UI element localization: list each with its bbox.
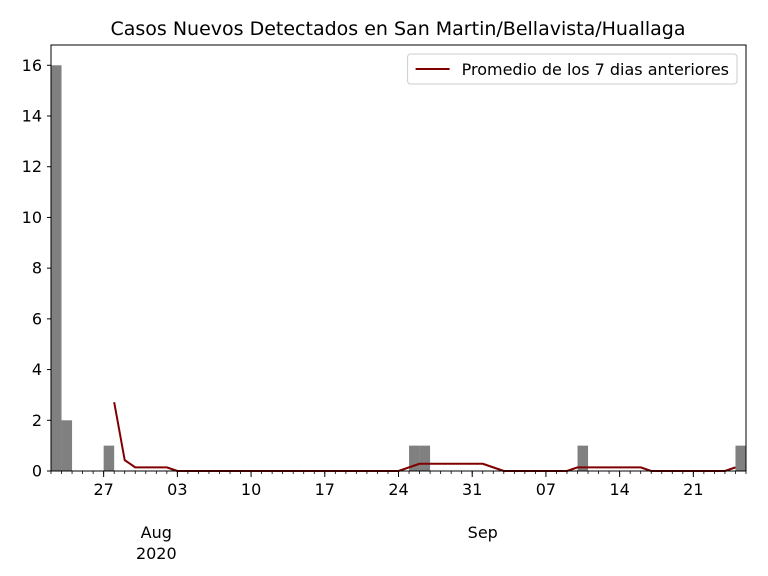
y-tick-label: 2 xyxy=(32,411,42,430)
bar xyxy=(419,445,431,471)
x-tick-label: 31 xyxy=(462,480,482,499)
x-tick-label: 24 xyxy=(388,480,408,499)
y-tick-label: 14 xyxy=(22,107,42,126)
line-layer xyxy=(113,402,736,472)
bars-layer xyxy=(51,65,746,471)
x-tick-label: 03 xyxy=(167,480,187,499)
x-tick-label: 27 xyxy=(93,480,113,499)
y-tick-label: 0 xyxy=(32,462,42,481)
bar xyxy=(577,445,589,471)
chart-title: Casos Nuevos Detectados en San Martin/Be… xyxy=(110,18,685,40)
x-year-label: 2020 xyxy=(136,544,177,563)
legend-label: Promedio de los 7 dias anteriores xyxy=(462,60,729,79)
legend: Promedio de los 7 dias anteriores xyxy=(407,53,738,85)
y-tick-label: 12 xyxy=(22,157,42,176)
x-tick-label: 17 xyxy=(315,480,335,499)
legend-box xyxy=(407,53,738,85)
bar xyxy=(409,445,420,471)
y-tick-label: 8 xyxy=(32,259,42,278)
x-tick-label: 07 xyxy=(536,480,556,499)
bar xyxy=(51,65,62,471)
y-tick-label: 4 xyxy=(32,360,42,379)
y-tick-label: 6 xyxy=(32,309,42,328)
bar xyxy=(103,445,115,471)
x-month-label: Sep xyxy=(468,523,498,542)
bar xyxy=(61,420,73,471)
series-line xyxy=(113,402,736,472)
x-tick-label: 10 xyxy=(241,480,261,499)
bar xyxy=(735,445,746,471)
x-tick-label: 21 xyxy=(683,480,703,499)
y-tick-label: 10 xyxy=(22,208,42,227)
y-tick-label: 16 xyxy=(22,56,42,75)
x-tick-label: 14 xyxy=(609,480,629,499)
x-month-label: Aug xyxy=(141,523,172,542)
